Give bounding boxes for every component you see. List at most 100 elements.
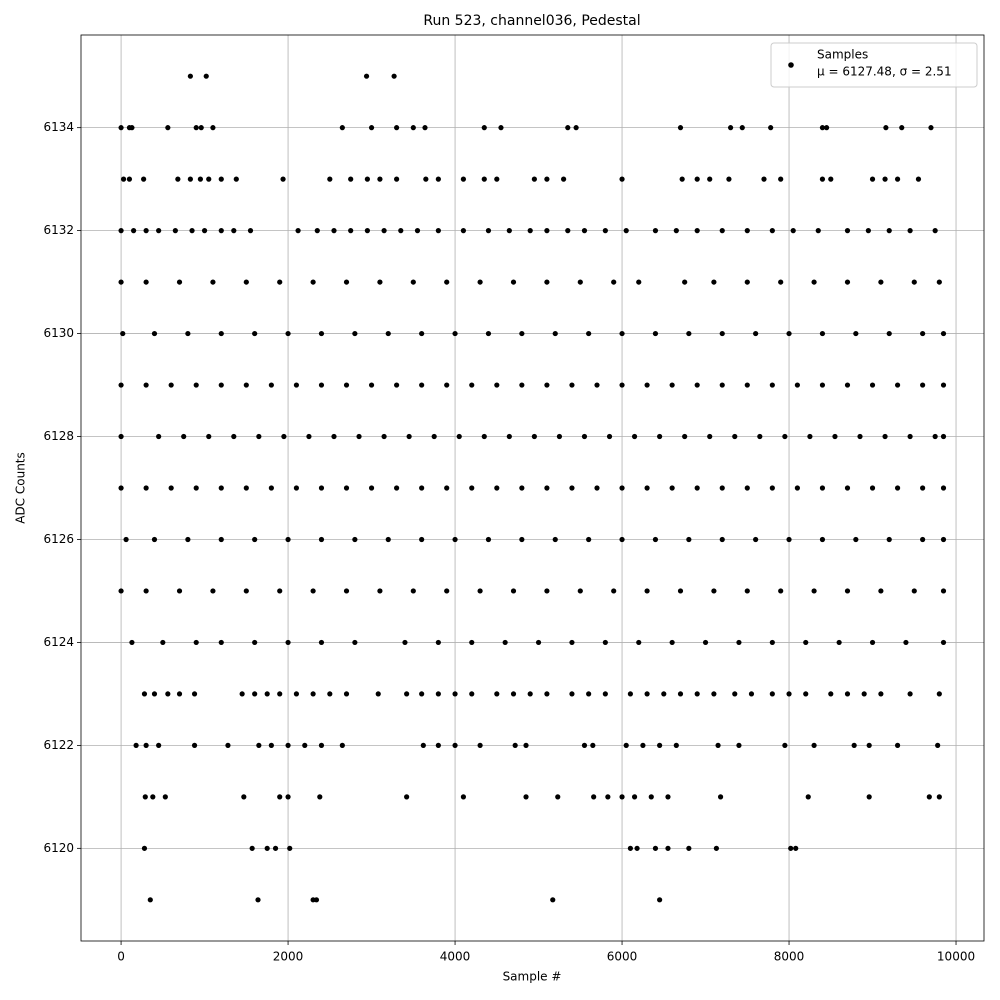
point (869, 485, 876, 491)
point (368, 382, 375, 388)
point (894, 742, 901, 748)
point (920, 485, 926, 491)
point (694, 176, 700, 182)
point (694, 691, 700, 697)
point (343, 588, 350, 594)
point (907, 433, 913, 440)
point (150, 794, 156, 800)
point (669, 639, 675, 646)
point (201, 228, 208, 234)
point (619, 794, 625, 800)
point (410, 125, 416, 131)
point (363, 73, 370, 79)
point (444, 382, 450, 388)
point (886, 330, 892, 337)
point (940, 433, 947, 440)
point (883, 125, 889, 131)
point (477, 588, 483, 594)
point (619, 330, 625, 337)
point (769, 691, 775, 697)
point (717, 794, 724, 800)
point (187, 176, 193, 182)
point (142, 794, 148, 800)
point (586, 330, 592, 337)
point (769, 382, 775, 388)
point (343, 382, 350, 388)
point (239, 691, 245, 697)
point (331, 228, 337, 234)
point (719, 330, 725, 337)
point (249, 845, 255, 851)
point (310, 279, 316, 285)
y-tick-label: 6130 (43, 326, 74, 340)
point (431, 433, 437, 440)
point (394, 382, 400, 388)
point (485, 330, 492, 337)
point (636, 279, 642, 285)
point (143, 279, 149, 285)
point (481, 125, 487, 131)
point (435, 742, 441, 748)
point (123, 536, 129, 543)
point (886, 536, 892, 543)
point (665, 794, 671, 800)
point (118, 433, 124, 440)
point (711, 279, 717, 285)
point (606, 433, 613, 440)
point (878, 588, 884, 594)
point (591, 794, 597, 800)
point (377, 176, 383, 182)
point (168, 382, 174, 388)
point (494, 176, 500, 182)
point (293, 485, 300, 491)
point (460, 176, 467, 182)
point (648, 794, 654, 800)
point (313, 897, 320, 903)
y-tick-label: 6124 (43, 635, 74, 649)
point (243, 485, 249, 491)
point (894, 382, 901, 388)
point (719, 228, 725, 234)
point (385, 536, 391, 543)
point (544, 588, 550, 594)
point (460, 794, 467, 800)
point (331, 433, 337, 440)
point (302, 742, 308, 748)
point (828, 691, 834, 697)
point (218, 485, 224, 491)
point (452, 536, 458, 543)
point (940, 536, 947, 543)
point (544, 279, 550, 285)
point (657, 897, 663, 903)
point (165, 691, 171, 697)
point (460, 228, 467, 234)
point (419, 382, 425, 388)
point (569, 485, 575, 491)
point (805, 794, 811, 800)
point (711, 691, 717, 697)
point (769, 639, 775, 646)
point (744, 279, 750, 285)
point (619, 176, 625, 182)
point (485, 228, 492, 234)
point (281, 433, 287, 440)
point (156, 742, 162, 748)
point (623, 228, 629, 234)
point (162, 794, 168, 800)
point (477, 279, 483, 285)
y-tick-label: 6132 (43, 223, 74, 237)
point (631, 794, 638, 800)
point (768, 125, 774, 131)
point (819, 176, 826, 182)
x-tick-label: 8000 (774, 950, 805, 964)
point (594, 382, 600, 388)
point (544, 176, 550, 182)
point (277, 794, 283, 800)
legend-marker (788, 62, 794, 68)
point (295, 228, 301, 234)
point (786, 330, 792, 337)
point (644, 485, 650, 491)
point (694, 485, 700, 491)
point (268, 382, 274, 388)
point (187, 73, 193, 79)
